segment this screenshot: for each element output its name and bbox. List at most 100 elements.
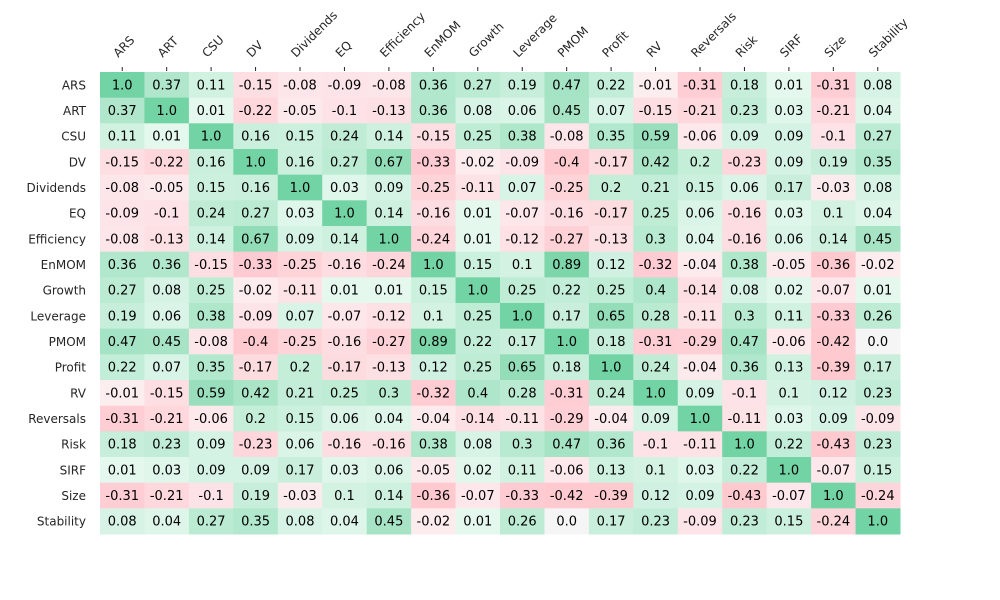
- y-tick-label: Efficiency: [28, 232, 86, 246]
- cell-value-label: 1.0: [334, 207, 355, 222]
- heatmap-cell-PMOM-Size: [811, 328, 857, 355]
- cell-value-label: 0.04: [686, 232, 715, 247]
- heatmap-cell-Risk-Dividends: [277, 431, 323, 458]
- cell-value-label: 0.01: [463, 232, 492, 247]
- cell-value-label: -0.21: [817, 104, 851, 119]
- cell-value-label: -0.01: [639, 78, 673, 93]
- cell-value-label: 1.0: [156, 104, 177, 119]
- cell-value-label: -0.16: [328, 438, 362, 453]
- heatmap-cell-Efficiency-DV: [233, 226, 279, 253]
- heatmap-cell-Risk-DV: [233, 431, 279, 458]
- cell-value-label: 0.23: [730, 515, 759, 530]
- cell-value-label: 0.59: [197, 386, 226, 401]
- heatmap-cell-EnMOM-Profit: [588, 251, 634, 278]
- heatmap-cell-Profit-Risk: [722, 354, 768, 381]
- heatmap-cell-Risk-Stability: [855, 431, 901, 458]
- heatmap-cell-Profit-DV: [233, 354, 279, 381]
- cell-value-label: 0.21: [286, 386, 315, 401]
- cell-value-label: 0.42: [641, 155, 670, 170]
- cell-value-label: 0.04: [152, 515, 181, 530]
- x-tick-label: RV: [644, 38, 666, 60]
- heatmap-cell-Efficiency-Risk: [722, 226, 768, 253]
- heatmap-cell-EQ-ART: [144, 200, 190, 227]
- y-axis-ticks: ARS ART CSU DV Dividends EQ Efficiency EnMOM Gro…: [27, 78, 87, 528]
- cell-value-label: 1.0: [867, 515, 888, 530]
- cell-value-label: 1.0: [512, 309, 533, 324]
- heatmap-cell-CSU-Reversals: [677, 123, 723, 150]
- heatmap-cell-CSU-Growth: [455, 123, 501, 150]
- cell-value-label: -0.16: [328, 258, 362, 273]
- cell-value-label: 0.16: [197, 155, 226, 170]
- cell-value-label: 0.28: [508, 386, 537, 401]
- cell-value-label: -0.33: [817, 309, 851, 324]
- cell-value-label: -0.07: [817, 463, 851, 478]
- heatmap-cell-EnMOM-Leverage: [500, 251, 545, 278]
- heatmap-cell-ARS-EQ: [322, 72, 368, 99]
- heatmap-cell-Dividends-ART: [144, 174, 190, 201]
- heatmap-cell-Leverage-RV: [633, 303, 679, 330]
- cell-value-label: 0.38: [730, 258, 759, 273]
- heatmap-cell-Dividends-Leverage: [500, 174, 545, 201]
- cell-value-label: -0.11: [505, 412, 539, 427]
- x-tick-label: Leverage: [510, 11, 559, 60]
- cell-value-label: 0.36: [419, 78, 448, 93]
- heatmap-cell-EnMOM-DV: [233, 251, 279, 278]
- heatmap-cell-Stability-Risk: [722, 508, 768, 535]
- cell-value-label: -0.27: [372, 335, 406, 350]
- heatmap-cell-Reversals-DV: [233, 405, 279, 432]
- heatmap-cell-PMOM-EnMOM: [411, 328, 457, 355]
- heatmap-cell-DV-PMOM: [544, 149, 590, 176]
- cell-value-label: -0.05: [150, 181, 184, 196]
- cell-value-label: -0.21: [150, 412, 184, 427]
- heatmap-cell-Reversals-Profit: [588, 405, 634, 432]
- heatmap-cell-Profit-Reversals: [677, 354, 723, 381]
- cell-value-label: 0.01: [774, 78, 803, 93]
- heatmap-cell-ARS-CSU: [188, 72, 234, 99]
- heatmap-cell-Growth-Reversals: [677, 277, 723, 304]
- cell-value-label: 0.27: [463, 78, 492, 93]
- cell-value-label: -0.16: [372, 438, 406, 453]
- heatmap-cell-ART-DV: [233, 97, 279, 124]
- heatmap-cell-EQ-EQ: [322, 200, 368, 227]
- cell-value-label: -0.33: [505, 489, 539, 504]
- heatmap-cell-SIRF-Efficiency: [366, 457, 412, 484]
- heatmap-cell-Dividends-EQ: [322, 174, 368, 201]
- heatmap-cell-Stability-SIRF: [766, 508, 812, 535]
- heatmap-cell-Efficiency-SIRF: [766, 226, 812, 253]
- heatmap-cell-DV-Size: [811, 149, 857, 176]
- cell-value-label: 0.18: [108, 438, 137, 453]
- heatmap-cell-EQ-Dividends: [277, 200, 323, 227]
- cell-value-label: 0.06: [730, 181, 759, 196]
- heatmap-cell-EnMOM-EnMOM: [411, 251, 457, 278]
- cell-value-label: 0.06: [374, 463, 403, 478]
- heatmap-cell-SIRF-DV: [233, 457, 279, 484]
- cell-value-label: 0.12: [819, 386, 848, 401]
- heatmap-cell-CSU-Profit: [588, 123, 634, 150]
- cell-value-label: -0.16: [328, 335, 362, 350]
- heatmap-cell-Reversals-ARS: [100, 405, 145, 432]
- heatmap-cell-SIRF-Reversals: [677, 457, 723, 484]
- heatmap-cell-Risk-Reversals: [677, 431, 723, 458]
- cell-value-label: -0.04: [683, 361, 717, 376]
- cell-value-label: 0.15: [863, 463, 892, 478]
- heatmap-cell-EnMOM-CSU: [188, 251, 234, 278]
- heatmap-cell-Growth-Risk: [722, 277, 768, 304]
- heatmap-cell-ARS-Growth: [455, 72, 501, 99]
- cell-value-label: 1.0: [645, 386, 666, 401]
- cell-value-label: -0.1: [198, 489, 223, 504]
- heatmap-cell-ART-Size: [811, 97, 857, 124]
- cell-value-label: -0.07: [772, 489, 806, 504]
- heatmap-cell-Dividends-EnMOM: [411, 174, 457, 201]
- heatmap-cell-DV-Risk: [722, 149, 768, 176]
- heatmap-cell-Profit-ART: [144, 354, 190, 381]
- y-tick-label: Profit: [55, 361, 87, 375]
- cell-value-label: -0.4: [243, 335, 268, 350]
- heatmap-cell-SIRF-SIRF: [766, 457, 812, 484]
- cell-value-label: 0.25: [463, 361, 492, 376]
- heatmap-cell-DV-Leverage: [500, 149, 545, 176]
- heatmap-cell-Efficiency-Efficiency: [366, 226, 412, 253]
- cell-value-label: 0.08: [286, 515, 315, 530]
- heatmap-cell-PMOM-PMOM: [544, 328, 590, 355]
- cell-value-label: -0.02: [861, 258, 895, 273]
